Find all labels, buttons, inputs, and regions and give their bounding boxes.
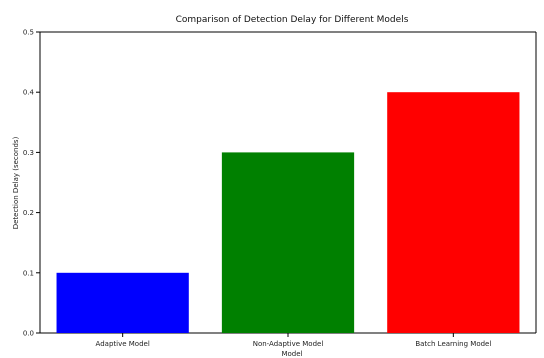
x-tick-label: Batch Learning Model: [415, 340, 491, 348]
y-axis-label: Detection Delay (seconds): [12, 136, 20, 229]
y-tick-label: 0.1: [23, 269, 34, 277]
y-tick-label: 0.4: [23, 89, 35, 97]
x-axis: Adaptive Model Non-Adaptive Model Batch Le…: [96, 333, 491, 348]
bars-group: [56, 92, 520, 333]
chart-title: Comparison of Detection Delay for Differ…: [176, 15, 409, 25]
bar: [387, 92, 520, 333]
y-tick-label: 0.0: [23, 330, 34, 338]
bar: [221, 152, 355, 333]
y-tick-label: 0.2: [23, 209, 34, 217]
y-axis: 0.0 0.1 0.2 0.3 0.4 0.5: [23, 29, 40, 338]
bar: [56, 272, 189, 333]
y-tick-label: 0.3: [23, 149, 34, 157]
x-tick-label: Non-Adaptive Model: [253, 340, 324, 348]
y-tick-label: 0.5: [23, 29, 34, 37]
x-tick-label: Adaptive Model: [96, 340, 150, 348]
x-axis-label: Model: [281, 350, 302, 358]
